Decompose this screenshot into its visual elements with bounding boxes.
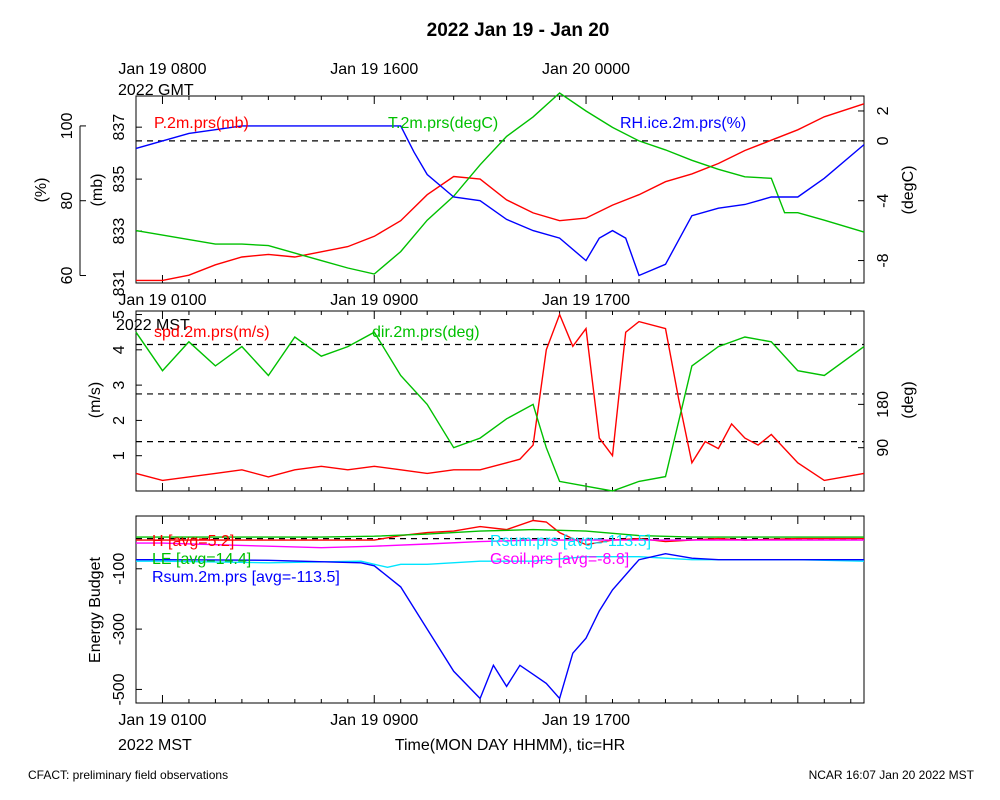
energy-tick-label: -300 — [111, 613, 128, 645]
bottom-axis-corner-label: 2022 MST — [118, 737, 192, 754]
met-panel-frame — [135, 95, 865, 284]
t-tick-label: -8 — [875, 253, 892, 267]
met-series-label: P.2m.prs(mb) — [154, 115, 249, 132]
energy-series — [136, 528, 864, 538]
wind-panel-frame — [135, 310, 865, 492]
top-axis-corner-label: 2022 GMT — [118, 82, 194, 99]
footer-left: CFACT: preliminary field observations — [28, 768, 229, 782]
t-tick-label: -4 — [875, 194, 892, 208]
energy-series-label: Gsoil.prs [avg=-8.8] — [490, 551, 629, 568]
t-axis-label: (degC) — [900, 166, 917, 215]
bottom-axis-tick-label: Jan 19 0900 — [330, 712, 418, 729]
energy-panel: -500 -300 -100 Energy Budget H [avg=5.2]LE [… — [87, 515, 865, 705]
p-axis-label: (mb) — [89, 174, 106, 207]
energy-tick-label: -500 — [111, 673, 128, 705]
wind-panel: 1 2 3 4 5 (m/s) 90 180 (deg) spd.2m.prs(m/s) dir.2… — [87, 310, 917, 754]
met-bottom-tick-label: Jan 19 0100 — [118, 292, 206, 309]
met-bottom-tick-label: Jan 19 1700 — [542, 292, 630, 309]
chart-title: 2022 Jan 19 - Jan 20 — [427, 20, 610, 41]
t-tick-label: 2 — [875, 106, 892, 115]
rh-axis-label: (%) — [33, 178, 50, 203]
energy-series — [136, 552, 864, 700]
spd-tick-label: 1 — [111, 451, 128, 460]
energy-series-label: LE [avg=14.4] — [152, 551, 251, 568]
top-axis-tick-label: Jan 19 0800 — [118, 61, 206, 78]
p-tick-label: 835 — [111, 166, 128, 193]
wind-series-label: dir.2m.prs(deg) — [372, 324, 480, 341]
rh-tick-label: 60 — [59, 267, 76, 285]
met-series-label: RH.ice.2m.prs(%) — [620, 115, 746, 132]
p-tick-label: 833 — [111, 218, 128, 245]
wind-series-dir — [135, 331, 865, 492]
energy-series-label: Rsum.2m.prs [avg=-113.5] — [152, 569, 340, 586]
spd-tick-label: 2 — [111, 416, 128, 425]
met-series-label: T.2m.prs(degC) — [388, 115, 498, 132]
p-tick-label: 837 — [111, 114, 128, 141]
rh-tick-label: 100 — [59, 112, 76, 139]
p-tick-label: 831 — [111, 270, 128, 297]
spd-tick-label: 4 — [111, 345, 128, 354]
dir-axis-label: (deg) — [900, 381, 917, 418]
met-series-p — [136, 103, 865, 282]
bottom-axis-tick-label: Jan 19 1700 — [542, 712, 630, 729]
energy-axis-label: Energy Budget — [87, 557, 104, 663]
energy-series-label: Rsum.prs [avg=-113.5] — [490, 533, 651, 550]
wind-series-label: spd.2m.prs(m/s) — [154, 324, 270, 341]
rh-tick-label: 80 — [59, 192, 76, 210]
met-bottom-corner-label: 2022 MST — [116, 317, 190, 334]
met-bottom-tick-label: Jan 19 0900 — [330, 292, 418, 309]
dir-tick-label: 90 — [875, 439, 892, 457]
spd-tick-label: 5 — [111, 310, 128, 319]
bottom-axis-label: Time(MON DAY HHMM), tic=HR — [395, 737, 625, 754]
wind-series-spd — [135, 312, 865, 482]
bottom-axis-tick-label: Jan 19 0100 — [118, 712, 206, 729]
energy-tick-label: -100 — [111, 553, 128, 585]
energy-panel-frame — [135, 515, 865, 704]
energy-series — [136, 539, 864, 549]
met-series-t — [135, 92, 865, 275]
energy-series-label: H [avg=5.2] — [152, 533, 234, 550]
met-panel: 60 80 100 (%) 831 833 835 837 (mb) -8 -4 0 2 (degC) P.… — [33, 61, 917, 334]
spd-tick-label: 3 — [111, 381, 128, 390]
top-axis-tick-label: Jan 19 1600 — [330, 61, 418, 78]
t-tick-label: 0 — [875, 136, 892, 145]
dir-tick-label: 180 — [875, 391, 892, 418]
met-series-rh — [135, 125, 865, 277]
spd-axis-label: (m/s) — [87, 382, 104, 418]
top-axis-tick-label: Jan 20 0000 — [542, 61, 630, 78]
footer-right: NCAR 16:07 Jan 20 2022 MST — [808, 768, 974, 782]
